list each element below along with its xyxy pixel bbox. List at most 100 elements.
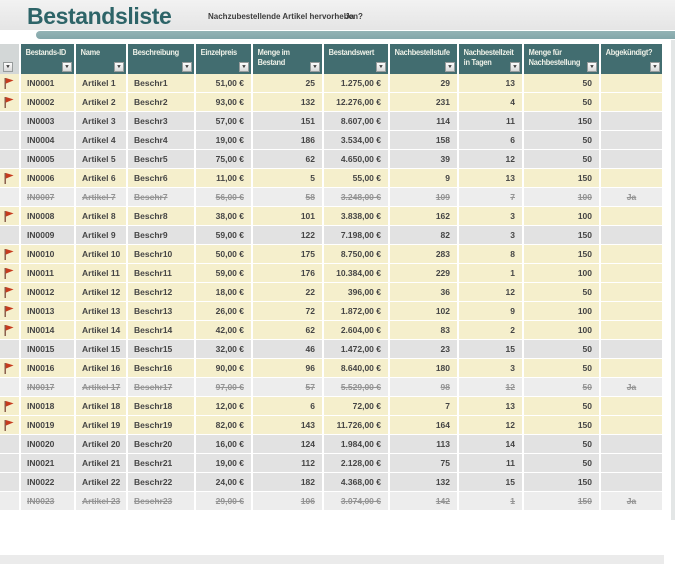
cell-reorder[interactable]: 100 xyxy=(524,302,601,321)
cell-days[interactable]: 3 xyxy=(459,359,524,378)
cell-disc[interactable] xyxy=(601,473,664,492)
cell-id[interactable]: IN0008 xyxy=(21,207,76,226)
cell-qty[interactable]: 22 xyxy=(253,283,324,302)
cell-price[interactable]: 19,00 € xyxy=(196,131,253,150)
cell-name[interactable]: Artikel 11 xyxy=(76,264,128,283)
cell-reorder[interactable]: 50 xyxy=(524,359,601,378)
cell-desc[interactable]: Beschr4 xyxy=(128,131,196,150)
cell-value[interactable]: 396,00 € xyxy=(324,283,390,302)
cell-id[interactable]: IN0017 xyxy=(21,378,76,397)
cell-price[interactable]: 93,00 € xyxy=(196,93,253,112)
cell-price[interactable]: 59,00 € xyxy=(196,264,253,283)
cell-qty[interactable]: 57 xyxy=(253,378,324,397)
cell-name[interactable]: Artikel 15 xyxy=(76,340,128,359)
cell-value[interactable]: 1.472,00 € xyxy=(324,340,390,359)
filter-dropdown-button[interactable]: ▼ xyxy=(62,62,72,72)
cell-desc[interactable]: Beschr3 xyxy=(128,112,196,131)
cell-disc[interactable]: Ja xyxy=(601,188,664,207)
column-header-reorder[interactable]: Menge für Nachbestellung ▼ xyxy=(524,44,601,74)
cell-reorder[interactable]: 100 xyxy=(524,321,601,340)
cell-name[interactable]: Artikel 9 xyxy=(76,226,128,245)
cell-level[interactable]: 102 xyxy=(390,302,459,321)
cell-reorder[interactable]: 150 xyxy=(524,473,601,492)
cell-level[interactable]: 29 xyxy=(390,74,459,93)
cell-qty[interactable]: 25 xyxy=(253,74,324,93)
cell-level[interactable]: 75 xyxy=(390,454,459,473)
cell-price[interactable]: 12,00 € xyxy=(196,397,253,416)
cell-desc[interactable]: Beschr2 xyxy=(128,93,196,112)
cell-days[interactable]: 2 xyxy=(459,321,524,340)
cell-reorder[interactable]: 50 xyxy=(524,131,601,150)
cell-level[interactable]: 98 xyxy=(390,378,459,397)
cell-value[interactable]: 5.529,00 € xyxy=(324,378,390,397)
cell-level[interactable]: 9 xyxy=(390,169,459,188)
cell-qty[interactable]: 151 xyxy=(253,112,324,131)
cell-qty[interactable]: 124 xyxy=(253,435,324,454)
cell-disc[interactable] xyxy=(601,321,664,340)
cell-price[interactable]: 51,00 € xyxy=(196,74,253,93)
cell-level[interactable]: 158 xyxy=(390,131,459,150)
cell-reorder[interactable]: 50 xyxy=(524,454,601,473)
cell-id[interactable]: IN0006 xyxy=(21,169,76,188)
cell-disc[interactable] xyxy=(601,150,664,169)
column-header-value[interactable]: Bestandswert ▼ xyxy=(324,44,390,74)
column-header-id[interactable]: Bestands-ID ▼ xyxy=(21,44,76,74)
cell-value[interactable]: 2.128,00 € xyxy=(324,454,390,473)
cell-desc[interactable]: Beschr20 xyxy=(128,435,196,454)
cell-value[interactable]: 3.534,00 € xyxy=(324,131,390,150)
cell-reorder[interactable]: 150 xyxy=(524,245,601,264)
cell-desc[interactable]: Beschr18 xyxy=(128,397,196,416)
cell-value[interactable]: 4.650,00 € xyxy=(324,150,390,169)
cell-reorder[interactable]: 50 xyxy=(524,378,601,397)
cell-price[interactable]: 26,00 € xyxy=(196,302,253,321)
cell-reorder[interactable]: 150 xyxy=(524,226,601,245)
column-header-level[interactable]: Nachbestellstufe ▼ xyxy=(390,44,459,74)
cell-value[interactable]: 10.384,00 € xyxy=(324,264,390,283)
cell-value[interactable]: 3.838,00 € xyxy=(324,207,390,226)
highlight-answer-cell[interactable]: Ja xyxy=(345,12,354,21)
cell-price[interactable]: 90,00 € xyxy=(196,359,253,378)
cell-qty[interactable]: 186 xyxy=(253,131,324,150)
cell-value[interactable]: 11.726,00 € xyxy=(324,416,390,435)
cell-qty[interactable]: 46 xyxy=(253,340,324,359)
cell-value[interactable]: 7.198,00 € xyxy=(324,226,390,245)
cell-name[interactable]: Artikel 1 xyxy=(76,74,128,93)
cell-id[interactable]: IN0020 xyxy=(21,435,76,454)
cell-level[interactable]: 132 xyxy=(390,473,459,492)
cell-disc[interactable] xyxy=(601,169,664,188)
cell-days[interactable]: 13 xyxy=(459,397,524,416)
cell-reorder[interactable]: 50 xyxy=(524,74,601,93)
cell-value[interactable]: 1.872,00 € xyxy=(324,302,390,321)
column-header-disc[interactable]: Abgekündigt? ▼ xyxy=(601,44,664,74)
cell-level[interactable]: 82 xyxy=(390,226,459,245)
cell-price[interactable]: 16,00 € xyxy=(196,435,253,454)
cell-desc[interactable]: Beschr12 xyxy=(128,283,196,302)
cell-name[interactable]: Artikel 7 xyxy=(76,188,128,207)
cell-value[interactable]: 55,00 € xyxy=(324,169,390,188)
cell-name[interactable]: Artikel 18 xyxy=(76,397,128,416)
cell-reorder[interactable]: 100 xyxy=(524,264,601,283)
cell-level[interactable]: 283 xyxy=(390,245,459,264)
cell-days[interactable]: 1 xyxy=(459,264,524,283)
cell-level[interactable]: 142 xyxy=(390,492,459,511)
cell-reorder[interactable]: 50 xyxy=(524,93,601,112)
cell-name[interactable]: Artikel 16 xyxy=(76,359,128,378)
cell-days[interactable]: 9 xyxy=(459,302,524,321)
cell-disc[interactable] xyxy=(601,207,664,226)
cell-desc[interactable]: Beschr8 xyxy=(128,207,196,226)
cell-name[interactable]: Artikel 17 xyxy=(76,378,128,397)
cell-id[interactable]: IN0016 xyxy=(21,359,76,378)
cell-level[interactable]: 164 xyxy=(390,416,459,435)
cell-name[interactable]: Artikel 4 xyxy=(76,131,128,150)
cell-reorder[interactable]: 150 xyxy=(524,492,601,511)
cell-value[interactable]: 2.604,00 € xyxy=(324,321,390,340)
cell-days[interactable]: 1 xyxy=(459,492,524,511)
cell-disc[interactable]: Ja xyxy=(601,378,664,397)
column-header-name[interactable]: Name ▼ xyxy=(76,44,128,74)
cell-level[interactable]: 39 xyxy=(390,150,459,169)
cell-price[interactable]: 75,00 € xyxy=(196,150,253,169)
cell-id[interactable]: IN0001 xyxy=(21,74,76,93)
cell-days[interactable]: 13 xyxy=(459,169,524,188)
cell-price[interactable]: 24,00 € xyxy=(196,473,253,492)
cell-disc[interactable] xyxy=(601,264,664,283)
